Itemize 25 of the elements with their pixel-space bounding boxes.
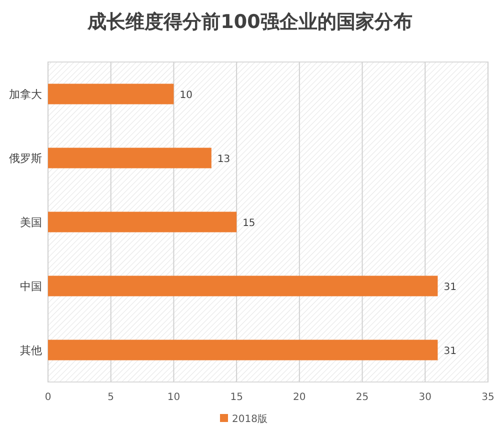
legend-label: 2018版: [232, 414, 268, 425]
x-tick-label: 25: [356, 392, 369, 403]
x-tick-label: 30: [418, 392, 432, 403]
bar: [48, 84, 174, 104]
data-label: 13: [217, 154, 230, 165]
y-tick-label: 中国: [20, 280, 42, 293]
data-label: 31: [444, 282, 456, 293]
data-label: 31: [444, 346, 456, 357]
x-tick-label: 20: [293, 392, 306, 403]
bar: [48, 212, 237, 232]
x-tick-label: 35: [482, 392, 494, 403]
x-tick-label: 15: [230, 392, 243, 403]
chart-title: 成长维度得分前100强企业的国家分布: [86, 11, 412, 33]
bar: [48, 340, 438, 360]
data-label: 15: [242, 218, 256, 229]
y-tick-label: 加拿大: [9, 88, 42, 101]
y-tick-label: 俄罗斯: [9, 152, 42, 165]
y-tick-label: 其他: [20, 344, 42, 357]
x-tick-label: 0: [44, 392, 52, 403]
y-tick-label: 美国: [20, 216, 42, 229]
data-label: 10: [180, 90, 192, 101]
x-tick-label: 10: [167, 392, 180, 403]
bar: [48, 276, 438, 296]
x-tick-label: 5: [108, 392, 114, 403]
bar: [48, 148, 212, 168]
